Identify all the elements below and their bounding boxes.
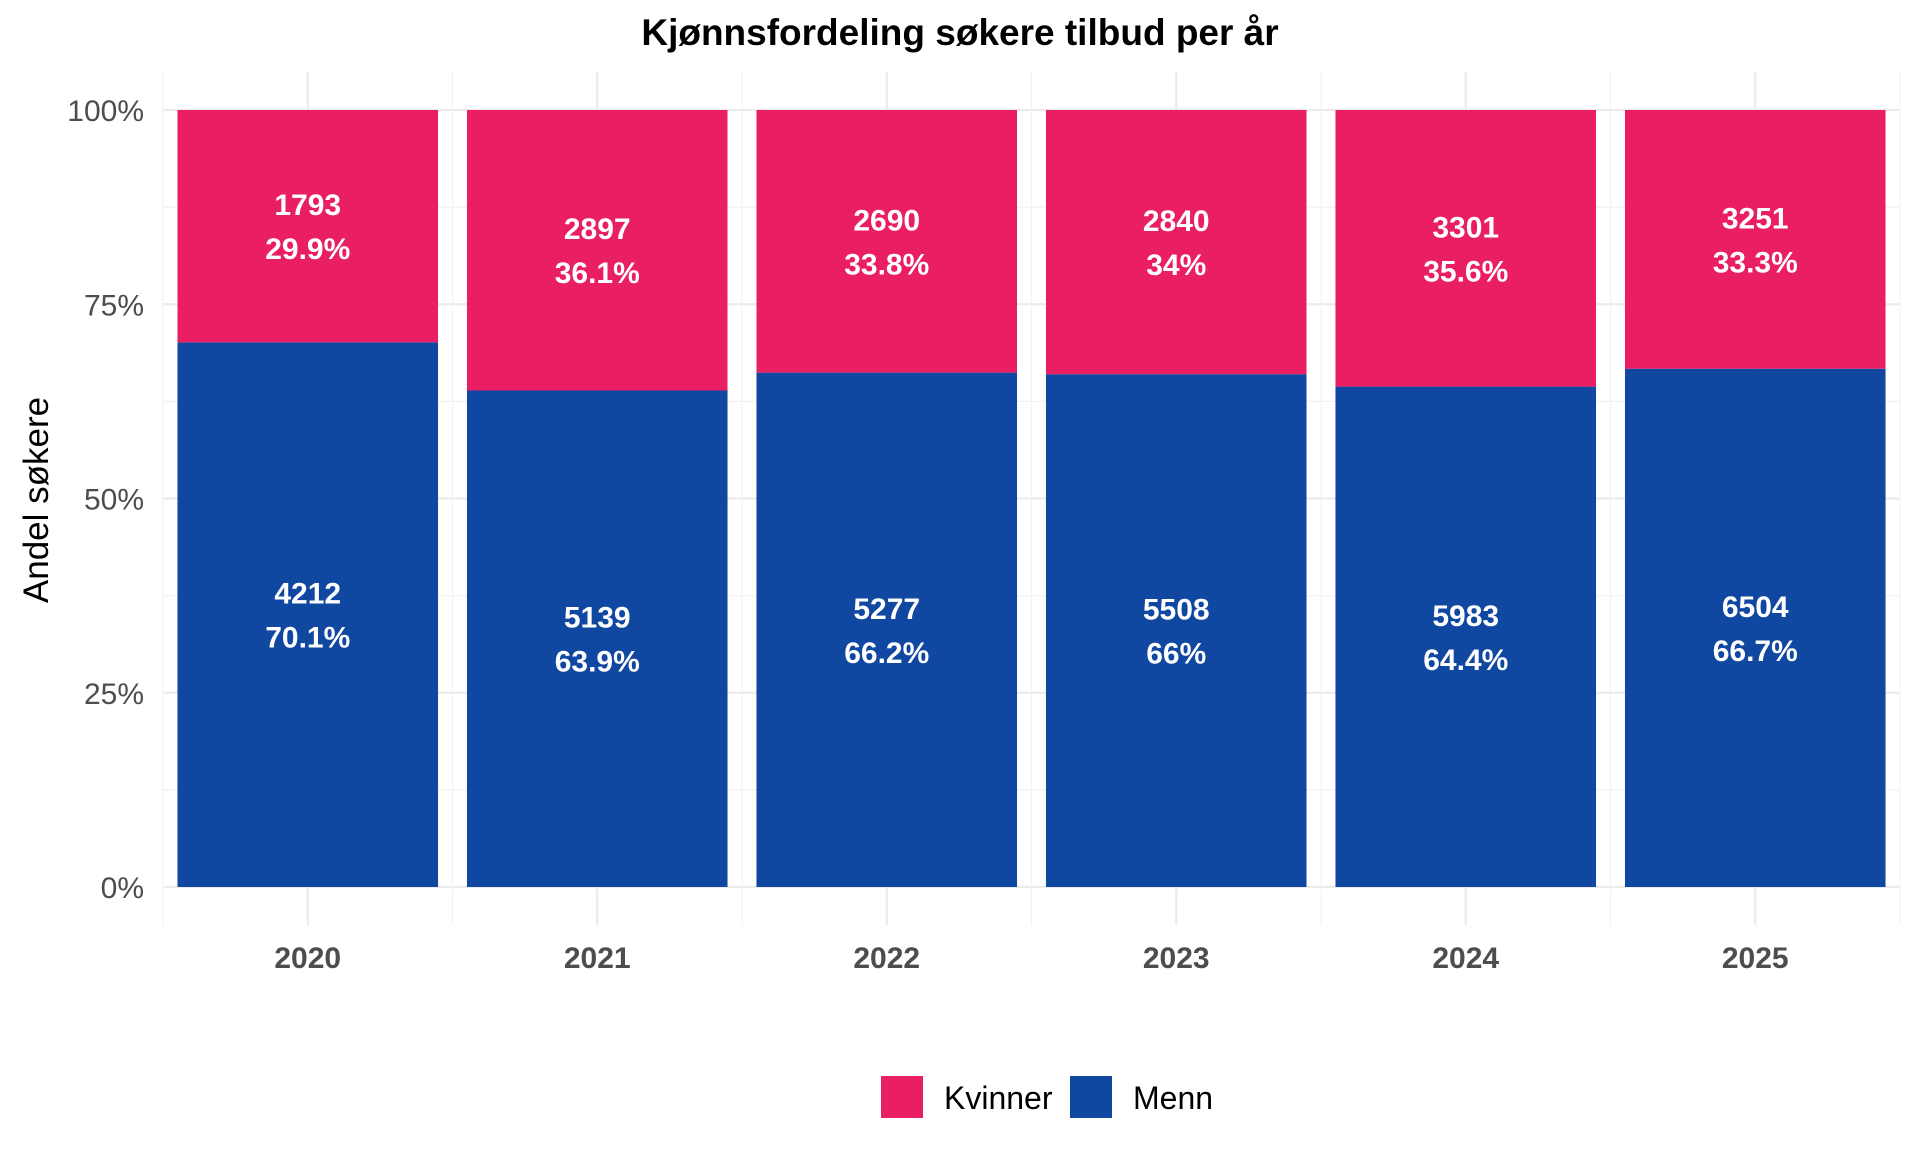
data-label-percent: 66% <box>1146 638 1206 671</box>
data-labels: 4212 70.1% 1793 29.9% 5139 63.9% 2897 36.1% 5277… <box>265 189 1798 679</box>
data-label-count: 5277 <box>853 593 920 626</box>
bar-menn-2023 <box>1045 374 1307 887</box>
data-label-count: 5983 <box>1432 600 1499 633</box>
y-tick-label: 100% <box>67 95 144 128</box>
data-label-percent: 63.9% <box>555 646 640 679</box>
y-tick-label: 0% <box>101 872 144 905</box>
bars <box>177 110 1886 888</box>
data-label-percent: 33.8% <box>844 248 929 281</box>
y-tick-label: 75% <box>84 289 144 322</box>
legend-label-kvinner: Kvinner <box>944 1080 1053 1116</box>
data-label-count: 5139 <box>564 602 631 635</box>
data-label-percent: 66.7% <box>1713 635 1798 668</box>
legend: Kvinner Menn <box>881 1076 1213 1118</box>
data-label-percent: 70.1% <box>265 622 350 655</box>
data-label-percent: 34% <box>1146 249 1206 282</box>
data-label-count: 6504 <box>1722 591 1789 624</box>
legend-swatch-menn <box>1070 1076 1112 1118</box>
data-label-percent: 64.4% <box>1423 644 1508 677</box>
x-tick-label: 2024 <box>1432 942 1499 975</box>
data-label-count: 2840 <box>1143 205 1210 238</box>
bar-kvinner-2022 <box>756 110 1018 373</box>
data-label-count: 1793 <box>274 189 341 222</box>
data-label-count: 3251 <box>1722 202 1789 235</box>
x-tick-label: 2020 <box>274 942 341 975</box>
bar-kvinner-2024 <box>1335 110 1597 387</box>
bar-menn-2024 <box>1335 386 1597 887</box>
legend-swatch-kvinner <box>881 1076 923 1118</box>
data-label-percent: 66.2% <box>844 637 929 670</box>
bar-kvinner-2025 <box>1624 110 1886 369</box>
chart-title: Kjønnsfordeling søkere tilbud per år <box>641 12 1278 53</box>
data-label-count: 3301 <box>1432 211 1499 244</box>
x-tick-label: 2022 <box>853 942 920 975</box>
legend-label-menn: Menn <box>1133 1080 1213 1116</box>
data-label-percent: 36.1% <box>555 257 640 290</box>
data-label-percent: 29.9% <box>265 233 350 266</box>
y-axis-label: Andel søkere <box>17 397 56 603</box>
data-label-percent: 33.3% <box>1713 246 1798 279</box>
data-label-count: 2690 <box>853 204 920 237</box>
data-label-percent: 35.6% <box>1423 255 1508 288</box>
data-label-count: 5508 <box>1143 594 1210 627</box>
y-tick-label: 25% <box>84 678 144 711</box>
data-label-count: 2897 <box>564 213 631 246</box>
bar-kvinner-2020 <box>177 110 439 343</box>
bar-menn-2025 <box>1624 368 1886 888</box>
bar-kvinner-2023 <box>1045 110 1307 375</box>
y-tick-label: 50% <box>84 484 144 517</box>
data-label-count: 4212 <box>274 578 341 611</box>
x-tick-label: 2025 <box>1722 942 1789 975</box>
x-tick-label: 2023 <box>1143 942 1210 975</box>
bar-kvinner-2021 <box>466 110 728 391</box>
bar-menn-2020 <box>177 342 439 887</box>
axes: 0% 25% 50% 75% 100% 2020 2021 2022 2023 2024 2025 <box>67 95 1788 975</box>
bar-menn-2022 <box>756 372 1018 888</box>
x-tick-label: 2021 <box>564 942 631 975</box>
bar-menn-2021 <box>466 390 728 887</box>
